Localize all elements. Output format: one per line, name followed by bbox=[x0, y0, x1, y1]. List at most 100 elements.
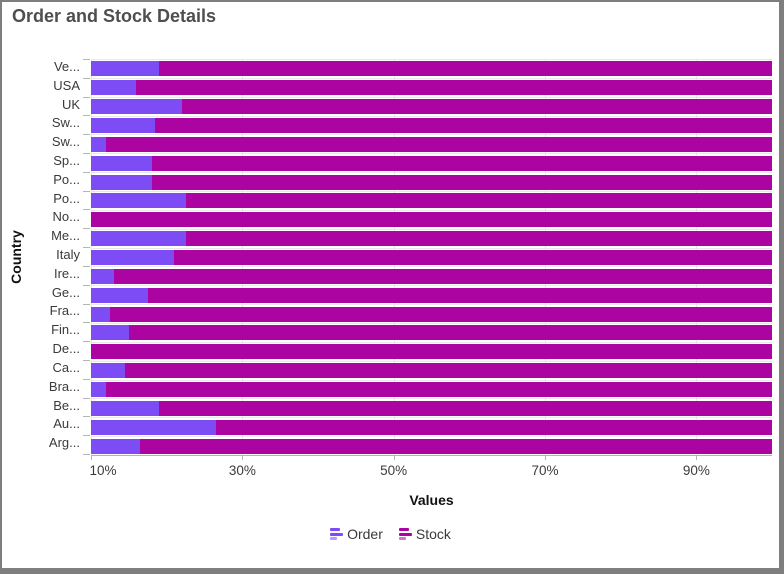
y-tick bbox=[83, 247, 90, 249]
stacked-bar[interactable] bbox=[91, 80, 772, 96]
bar-stock-segment[interactable] bbox=[106, 136, 772, 152]
stacked-bar[interactable] bbox=[91, 231, 772, 247]
y-tick bbox=[83, 115, 90, 117]
bar-order-segment[interactable] bbox=[91, 136, 107, 152]
bar-stock-segment[interactable] bbox=[159, 400, 772, 416]
bar-order-segment[interactable] bbox=[91, 268, 114, 284]
y-axis-label: UK bbox=[61, 96, 80, 112]
bar-stock-segment[interactable] bbox=[91, 212, 772, 228]
y-tick bbox=[83, 397, 90, 399]
stacked-bar[interactable] bbox=[91, 287, 772, 303]
bar-order-segment[interactable] bbox=[91, 325, 129, 341]
stacked-bar[interactable] bbox=[91, 61, 772, 77]
bar-stock-segment[interactable] bbox=[128, 325, 772, 341]
y-axis-label: Au... bbox=[53, 416, 80, 432]
y-axis-label: Fra... bbox=[49, 303, 80, 319]
bar-order-segment[interactable] bbox=[91, 61, 160, 77]
stacked-bar[interactable] bbox=[91, 174, 772, 190]
y-tick bbox=[83, 322, 90, 324]
stacked-bar[interactable] bbox=[91, 400, 772, 416]
bar-row bbox=[91, 286, 772, 306]
stacked-bar[interactable] bbox=[91, 193, 772, 209]
bar-order-segment[interactable] bbox=[91, 231, 186, 247]
stacked-bar[interactable] bbox=[91, 118, 772, 133]
bar-stock-segment[interactable] bbox=[155, 118, 772, 133]
stacked-bar[interactable] bbox=[91, 250, 772, 266]
bar-order-segment[interactable] bbox=[91, 363, 126, 379]
x-axis-label: 30% bbox=[228, 463, 256, 478]
bar-row bbox=[91, 211, 772, 230]
x-axis-title: Values bbox=[409, 492, 454, 508]
chart-title: Order and Stock Details bbox=[12, 6, 217, 26]
bar-order-segment[interactable] bbox=[91, 80, 137, 96]
y-tick bbox=[83, 153, 90, 155]
bar-rows bbox=[91, 60, 772, 455]
y-axis-label: Sw... bbox=[51, 134, 80, 150]
stacked-bar[interactable] bbox=[91, 136, 772, 152]
y-tick bbox=[83, 359, 90, 361]
bar-order-segment[interactable] bbox=[91, 419, 216, 435]
bar-stock-segment[interactable] bbox=[109, 306, 772, 322]
bar-stock-segment[interactable] bbox=[215, 419, 772, 435]
y-tick bbox=[83, 341, 90, 343]
bar-stock-segment[interactable] bbox=[151, 174, 772, 190]
stacked-bar[interactable] bbox=[91, 155, 772, 171]
y-axis-label: De... bbox=[52, 341, 80, 357]
bar-stock-segment[interactable] bbox=[113, 268, 772, 284]
chart-legend: Order Stock bbox=[2, 522, 779, 546]
y-axis-label: Be... bbox=[53, 397, 80, 413]
y-tick bbox=[83, 228, 90, 230]
bar-order-segment[interactable] bbox=[91, 155, 152, 171]
stacked-bar[interactable] bbox=[91, 99, 772, 115]
y-axis-label: Me... bbox=[51, 228, 80, 244]
legend-item-stock[interactable]: Stock bbox=[398, 526, 451, 542]
bar-stock-segment[interactable] bbox=[185, 193, 772, 209]
bar-stock-segment[interactable] bbox=[174, 250, 772, 266]
y-axis-tick-marks bbox=[83, 59, 90, 455]
bar-order-segment[interactable] bbox=[91, 400, 160, 416]
bar-order-segment[interactable] bbox=[91, 438, 141, 454]
legend-bars-icon bbox=[330, 528, 344, 540]
x-axis-label: 90% bbox=[682, 463, 710, 478]
stacked-bar[interactable] bbox=[91, 344, 772, 360]
bar-order-segment[interactable] bbox=[91, 250, 175, 266]
bar-stock-segment[interactable] bbox=[106, 382, 772, 398]
bar-row bbox=[91, 305, 772, 325]
bar-order-segment[interactable] bbox=[91, 193, 186, 209]
y-axis-label: Po... bbox=[53, 190, 80, 206]
bar-stock-segment[interactable] bbox=[147, 287, 772, 303]
bar-order-segment[interactable] bbox=[91, 287, 148, 303]
bar-stock-segment[interactable] bbox=[140, 438, 772, 454]
stacked-bar[interactable] bbox=[91, 419, 772, 435]
bar-order-segment[interactable] bbox=[91, 118, 156, 133]
bar-order-segment[interactable] bbox=[91, 306, 110, 322]
y-axis-label: Ge... bbox=[51, 284, 80, 300]
bar-row bbox=[91, 117, 772, 136]
bar-stock-segment[interactable] bbox=[91, 344, 772, 360]
legend-item-order[interactable]: Order bbox=[330, 526, 383, 542]
y-axis-label: Ve... bbox=[53, 58, 80, 74]
bar-order-segment[interactable] bbox=[91, 99, 182, 115]
bar-row bbox=[91, 79, 772, 98]
bar-stock-segment[interactable] bbox=[151, 155, 772, 171]
y-tick bbox=[83, 77, 90, 79]
stacked-bar[interactable] bbox=[91, 212, 772, 228]
x-axis-tick-marks bbox=[91, 455, 772, 460]
y-axis-label: USA bbox=[53, 77, 80, 93]
bar-stock-segment[interactable] bbox=[181, 99, 772, 115]
bar-order-segment[interactable] bbox=[91, 174, 152, 190]
bar-stock-segment[interactable] bbox=[159, 61, 772, 77]
stacked-bar[interactable] bbox=[91, 363, 772, 379]
y-tick bbox=[83, 134, 90, 136]
bar-stock-segment[interactable] bbox=[136, 80, 772, 96]
stacked-bar[interactable] bbox=[91, 268, 772, 284]
stacked-bar[interactable] bbox=[91, 438, 772, 454]
bar-stock-segment[interactable] bbox=[125, 363, 772, 379]
bar-stock-segment[interactable] bbox=[185, 231, 772, 247]
stacked-bar[interactable] bbox=[91, 382, 772, 398]
stacked-bar[interactable] bbox=[91, 306, 772, 322]
stacked-bar[interactable] bbox=[91, 325, 772, 341]
bar-row bbox=[91, 324, 772, 343]
bar-row bbox=[91, 230, 772, 249]
bar-order-segment[interactable] bbox=[91, 382, 107, 398]
